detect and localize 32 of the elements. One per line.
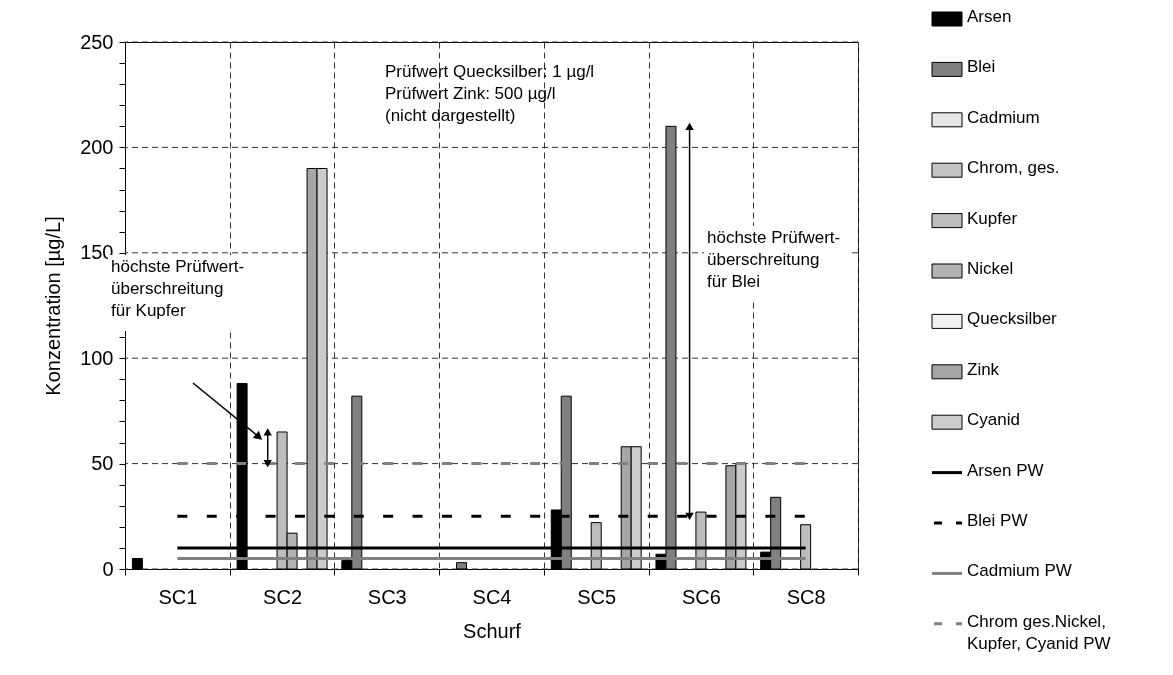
- legend-label: Cyanid: [967, 410, 1020, 430]
- legend-label: Kupfer: [967, 208, 1018, 228]
- annotation: Prüfwert Quecksilber: 1 µg/l Prüfwert Zink: 500 µg/l (nicht dargestellt): [385, 62, 595, 125]
- legend-label: Blei: [967, 57, 996, 77]
- y-tick-label: 200: [80, 135, 114, 158]
- x-tick-label: SC8: [786, 585, 826, 608]
- legend-label: Arsen PW: [967, 460, 1044, 480]
- annotation: höchste Prüfwert- überschreitung für Blei: [707, 228, 841, 291]
- bar: [456, 562, 468, 570]
- legend-label: Cadmium: [967, 107, 1040, 127]
- x-tick-label: SC4: [472, 585, 512, 608]
- bar: [131, 557, 143, 570]
- y-tick-label: 0: [102, 557, 114, 580]
- y-tick-label: 50: [91, 452, 114, 475]
- x-tick-label: SC5: [577, 585, 617, 608]
- x-tick-label: SC6: [681, 585, 721, 608]
- legend-label: Nickel: [967, 259, 1014, 278]
- x-tick-label: SC1: [158, 585, 198, 608]
- x-tick-label: SC3: [367, 585, 407, 608]
- x-tick-label: SC2: [263, 585, 303, 608]
- legend-label: Chrom ges.Nickel, Kupfer, Cyanid PW: [967, 611, 1111, 653]
- legend-label: Quecksilber: [967, 309, 1058, 329]
- legend-label: Arsen: [967, 7, 1012, 26]
- legend-label: Chrom, ges.: [967, 158, 1060, 178]
- y-axis-title: Konzentration [µg/L]: [42, 216, 65, 396]
- y-tick-label: 250: [80, 30, 114, 53]
- x-axis-title: Schurf: [463, 619, 522, 642]
- y-tick-label: 100: [80, 346, 114, 369]
- legend-label: Blei PW: [967, 511, 1028, 530]
- annotation: höchste Prüfwert- überschreitung für Kupfer: [111, 257, 245, 320]
- legend-label: Cadmium PW: [967, 561, 1072, 581]
- legend-label: Zink: [967, 359, 1000, 379]
